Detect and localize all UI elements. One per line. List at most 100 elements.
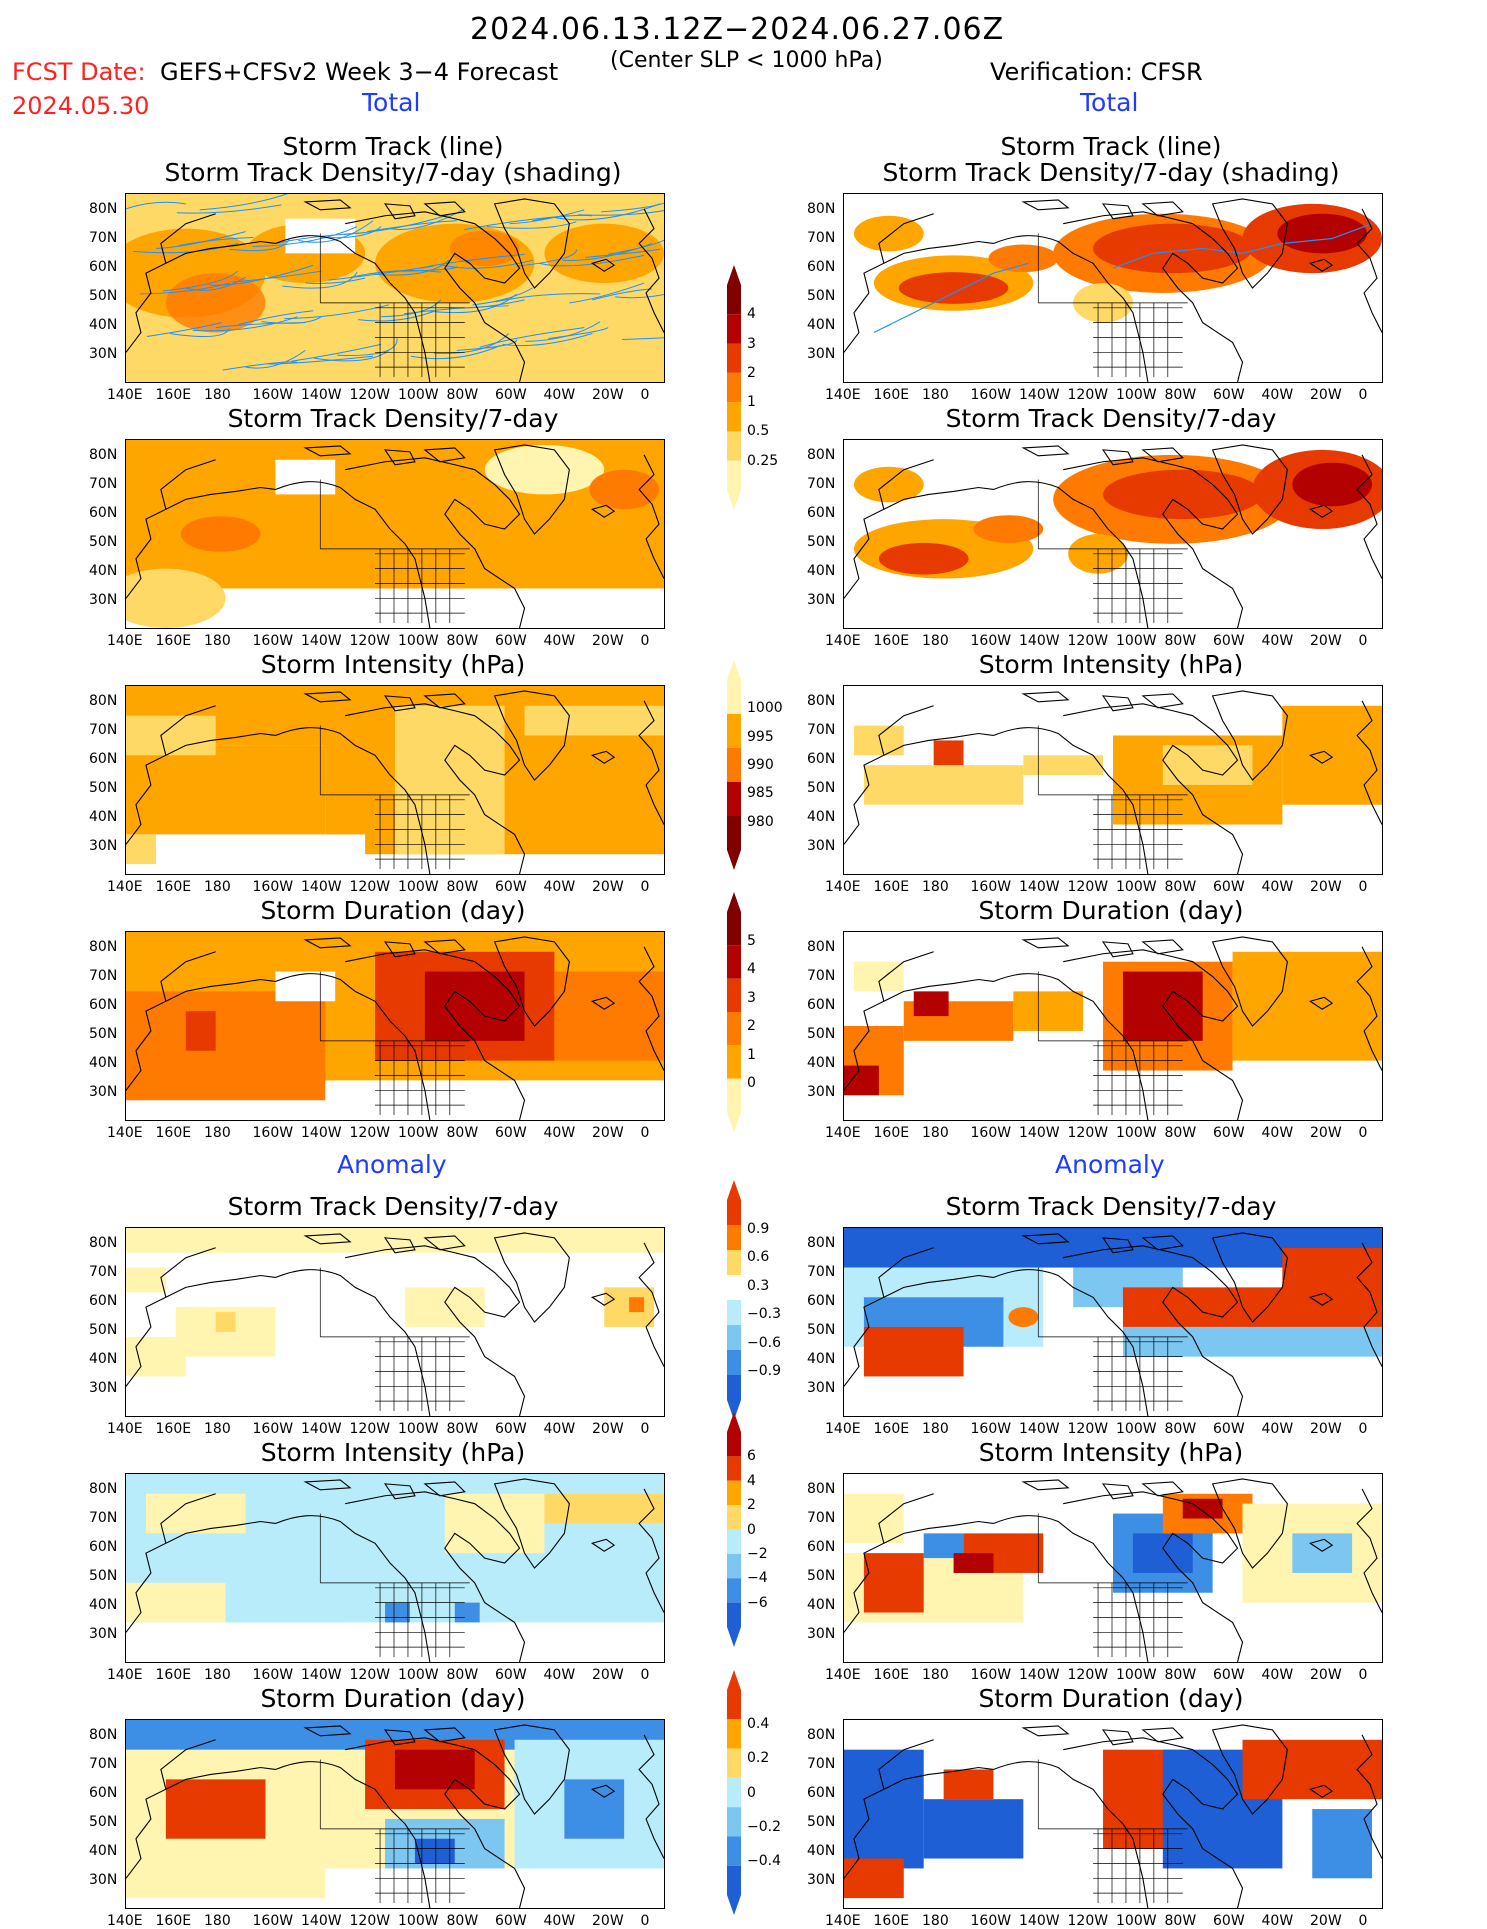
- storm-track-line: [502, 333, 593, 347]
- lon-tick-label: 160E: [873, 1421, 910, 1437]
- coastline-aleutian: [883, 1766, 994, 1790]
- coastline-arctic-islands: [1021, 691, 1184, 712]
- verification-anomaly-density-map: [843, 1227, 1383, 1417]
- panel-title: Storm Intensity (hPa): [978, 650, 1244, 679]
- state-borders: [319, 233, 470, 378]
- lat-tick-label: 50N: [807, 288, 836, 304]
- lon-tick-label: 40W: [543, 387, 576, 403]
- colorbar-arrow-bottom: [727, 1112, 741, 1132]
- storm-track-line: [238, 310, 314, 326]
- lat-tick-label: 30N: [807, 838, 836, 854]
- coastline-aleutian: [883, 240, 994, 264]
- colorbar-segment: [727, 714, 741, 748]
- lon-tick-label: 160E: [873, 879, 910, 895]
- storm-track-line: [328, 265, 433, 281]
- colorbar-segment: [727, 431, 741, 461]
- lon-tick-label: 100W: [1116, 1125, 1157, 1141]
- state-borders: [319, 725, 470, 870]
- coastline-europe: [1356, 1488, 1382, 1613]
- colorbar-arrow-bottom: [727, 1400, 741, 1420]
- no-data-region: [345, 1622, 664, 1662]
- colorbar-arrow-top: [727, 660, 741, 680]
- colorbar-tick-label: 0.6: [747, 1249, 770, 1266]
- coastline-canada: [1063, 1491, 1244, 1662]
- density-region: [180, 516, 261, 552]
- lon-tick-label: 40W: [543, 1421, 576, 1437]
- storm-track-line: [367, 220, 457, 233]
- lat-tick-label: 40N: [89, 1055, 118, 1071]
- state-borders: [1037, 479, 1188, 624]
- storm-tracks: [873, 223, 1373, 334]
- lon-tick-label: 0: [640, 1667, 650, 1683]
- lat-tick-label: 80N: [89, 1727, 118, 1743]
- coastline-aleutian: [883, 1274, 994, 1298]
- storm-track-line: [185, 276, 246, 291]
- anomaly-cell: [444, 1493, 545, 1554]
- map-canvas: [126, 686, 664, 874]
- coastline-iceland: [1308, 750, 1334, 764]
- lon-tick-label: 120W: [349, 1421, 391, 1437]
- map-canvas: [126, 440, 664, 628]
- colorbar-duration-anomaly: [727, 1670, 741, 1915]
- lon-tick-label: 0: [1358, 1667, 1368, 1683]
- lon-tick-label: 140E: [825, 1667, 861, 1683]
- lon-tick-label: 140E: [825, 1913, 861, 1929]
- colorbar-segment: [727, 1719, 741, 1749]
- duration-cell: [1232, 951, 1382, 1061]
- storm-track-line: [199, 194, 289, 211]
- lon-tick-label: 120W: [349, 879, 391, 895]
- coastline: [844, 936, 1382, 1120]
- lon-tick-label: 120W: [349, 633, 391, 649]
- state-borders: [1037, 1267, 1188, 1412]
- colorbar-segment: [727, 1350, 741, 1375]
- colorbar-tick-label: 0.4: [747, 1716, 770, 1733]
- map-canvas: [844, 444, 1382, 628]
- coastline-arctic-islands: [303, 199, 466, 220]
- lat-tick-label: 80N: [807, 939, 836, 955]
- lon-tick-label: 120W: [1067, 1913, 1109, 1929]
- lon-tick-label: 180: [204, 879, 231, 895]
- lon-tick-label: 140W: [301, 1913, 342, 1929]
- intensity-cell: [1023, 755, 1104, 776]
- panel-title: Storm Track Density/7-day: [227, 404, 559, 433]
- storm-track-line: [146, 322, 222, 337]
- lon-tick-label: 60W: [495, 1667, 527, 1683]
- lon-tick-label: 120W: [349, 1667, 391, 1683]
- anomaly-cell: [126, 1267, 166, 1293]
- lon-tick-label: 140W: [1019, 1421, 1060, 1437]
- map-canvas: [126, 1474, 664, 1662]
- lat-tick-label: 70N: [89, 968, 118, 984]
- lat-tick-label: 80N: [807, 1727, 836, 1743]
- lon-tick-label: 140W: [1019, 387, 1060, 403]
- lat-tick-label: 30N: [89, 1084, 118, 1100]
- lon-tick-label: 80W: [446, 387, 479, 403]
- map-canvas: [844, 690, 1382, 874]
- anomaly-cell: [844, 1493, 904, 1544]
- anomaly-cell: [126, 1336, 186, 1377]
- lat-tick-label: 30N: [89, 1872, 118, 1888]
- lon-tick-label: 80W: [446, 633, 479, 649]
- lon-tick-label: 40W: [543, 1667, 576, 1683]
- lat-tick-label: 60N: [89, 259, 118, 275]
- lon-tick-label: 40W: [543, 879, 576, 895]
- coastline-west-america: [993, 235, 1149, 382]
- density-region: [973, 515, 1044, 543]
- colorbar-segment: [727, 1078, 741, 1112]
- colorbar-tick-label: 4: [747, 1472, 756, 1489]
- lon-tick-label: 20W: [1310, 1421, 1342, 1437]
- intensity-cell: [126, 715, 216, 756]
- intensity-cell: [863, 765, 1024, 805]
- lat-tick-label: 50N: [89, 288, 118, 304]
- coastline-europe: [638, 700, 664, 825]
- lon-tick-label: 100W: [398, 1125, 439, 1141]
- storm-track-line: [463, 215, 569, 231]
- colorbar-tick-label: 3: [747, 989, 756, 1006]
- lon-tick-label: 80W: [446, 1125, 479, 1141]
- lon-tick-label: 140E: [825, 879, 861, 895]
- density-region: [449, 230, 520, 267]
- lon-tick-label: 80W: [446, 1667, 479, 1683]
- coastline: [126, 1724, 664, 1908]
- coastline-arctic-islands: [303, 937, 466, 958]
- lat-tick-label: 40N: [807, 317, 836, 333]
- storm-track-line: [275, 232, 366, 244]
